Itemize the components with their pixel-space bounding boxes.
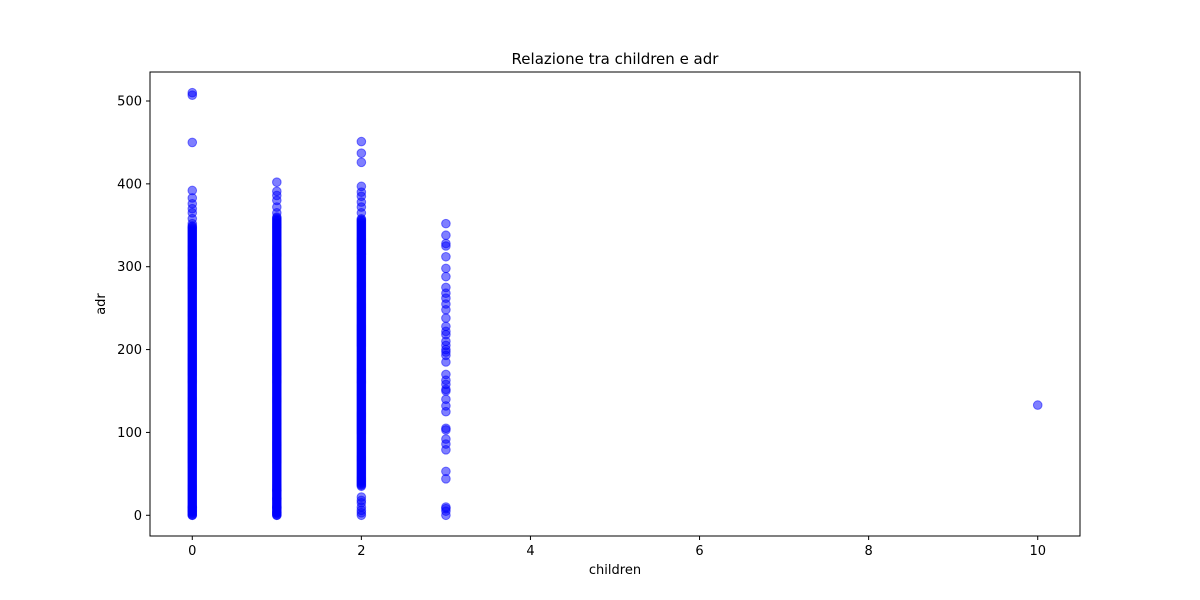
data-point [441,394,451,405]
data-point [441,271,451,282]
data-point [441,423,451,434]
y-tick-label: 100 [117,426,142,441]
data-point [441,321,451,332]
data-point [187,502,198,512]
data-point [1032,400,1043,410]
y-axis-label: adr [94,293,109,315]
data-point [441,466,451,477]
data-point [356,148,367,158]
y-tick-label: 400 [117,177,142,192]
data-point [441,230,451,241]
data-point [187,137,198,148]
y-tick-label: 200 [117,343,142,358]
x-tick-label: 10 [1029,544,1046,559]
data-point [356,136,367,147]
x-axis-ticks: 0 2 4 6 8 10 [188,536,1046,559]
data-point [272,502,282,512]
x-axis-label: children [589,563,641,578]
data-point [272,177,282,187]
data-point [272,493,282,504]
data-point [441,502,451,512]
data-point [441,282,451,293]
chart-title: Relazione tra children e adr [512,50,720,68]
x-tick-label: 0 [188,544,196,559]
data-point [356,492,367,502]
data-point [441,313,451,323]
points-layer [187,87,1043,521]
data-point [441,263,451,274]
data-point [272,485,282,496]
x-tick-label: 4 [526,544,534,559]
y-tick-label: 0 [134,509,142,524]
plot-frame [149,71,1081,537]
y-axis-ticks: 0 100 200 300 400 500 [117,95,150,524]
data-point [441,251,451,262]
data-point [441,218,451,229]
data-point [441,369,451,380]
x-tick-label: 8 [864,544,872,559]
data-point [187,185,198,196]
x-tick-label: 2 [357,544,365,559]
data-point [187,87,198,98]
y-tick-label: 300 [117,260,142,275]
data-point [272,186,282,197]
y-tick-label: 500 [117,95,142,110]
data-point [356,181,367,192]
data-point [356,157,367,168]
x-tick-label: 6 [695,544,703,559]
data-point [441,238,451,249]
data-point [441,434,451,444]
